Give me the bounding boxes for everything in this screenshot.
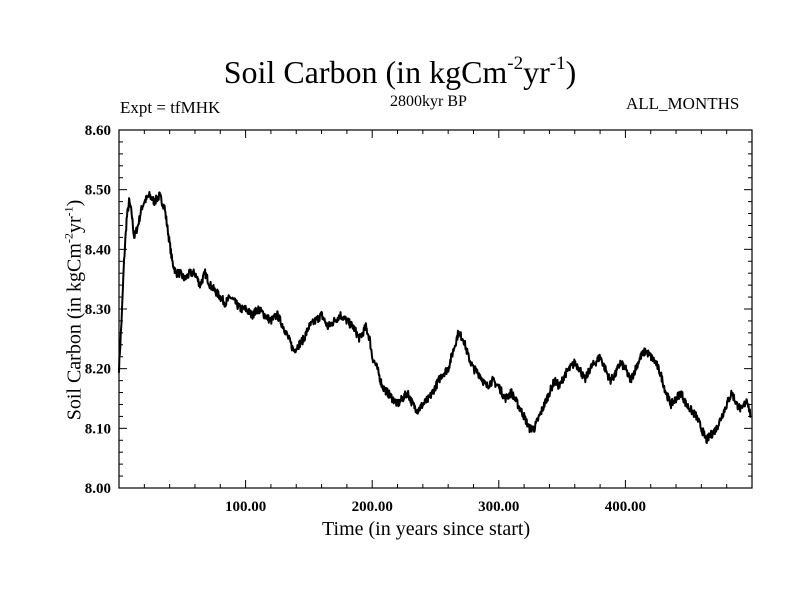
months-label: ALL_MONTHS: [626, 94, 740, 113]
plot-frame: [118, 129, 753, 489]
x-axis-label: Time (in years since start): [322, 518, 531, 540]
experiment-label: Expt = tfMHK: [120, 98, 221, 117]
chart-subtitle: 2800kyr BP: [390, 93, 467, 110]
y-tick-label: 8.40: [85, 242, 111, 258]
y-tick-label: 8.00: [85, 481, 111, 497]
x-tick-label: 300.00: [478, 499, 519, 515]
axis-ticks: [119, 129, 752, 489]
y-tick-label: 8.50: [85, 183, 111, 199]
y-tick-label: 8.60: [85, 123, 111, 139]
x-tick-label: 100.00: [225, 499, 266, 515]
y-axis-label: Soil Carbon (in kgCm-2yr-1): [61, 199, 86, 421]
series-line-soil-carbon: [118, 191, 752, 444]
chart-title: Soil Carbon (in kgCm-2yr-1): [223, 53, 577, 90]
y-tick-label: 8.20: [85, 362, 111, 378]
x-tick-label: 200.00: [352, 499, 393, 515]
axis-tick-labels: 8.00 8.10 8.20 8.30 8.40 8.50 8.60 100.00 200.00…: [85, 123, 646, 515]
y-tick-label: 8.30: [85, 302, 111, 318]
y-tick-label: 8.10: [85, 421, 111, 437]
x-tick-label: 400.00: [605, 499, 646, 515]
